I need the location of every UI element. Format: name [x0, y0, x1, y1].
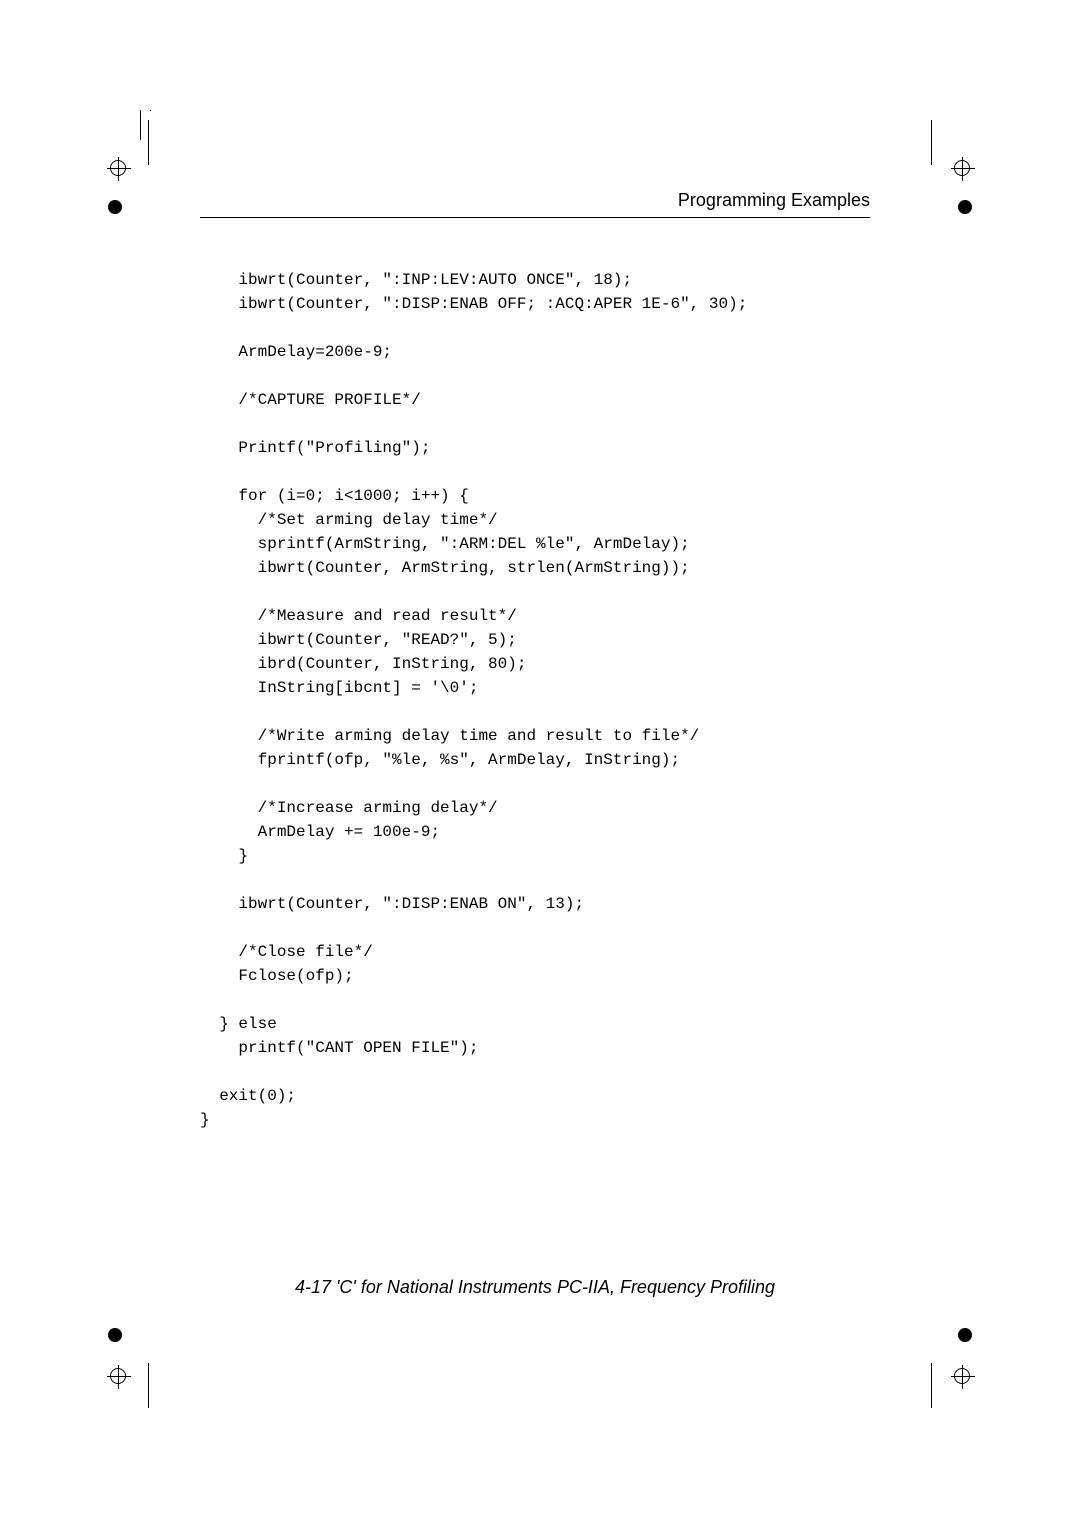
trim-line [148, 1363, 149, 1408]
code-listing: ibwrt(Counter, ":INP:LEV:AUTO ONCE", 18)… [200, 268, 870, 1132]
crop-mark-bottom-right [950, 1338, 990, 1378]
figure-caption: 4-17 'C' for National Instruments PC-IIA… [200, 1277, 870, 1298]
crop-mark-top-left [90, 150, 130, 190]
trim-line [931, 120, 932, 165]
trim-line [148, 120, 149, 165]
crop-mark-top-right [950, 150, 990, 190]
running-head: Programming Examples [200, 190, 870, 218]
trim-line [931, 1363, 932, 1408]
page-content: Programming Examples ibwrt(Counter, ":IN… [200, 190, 870, 1132]
crop-mark-bottom-left [90, 1338, 130, 1378]
